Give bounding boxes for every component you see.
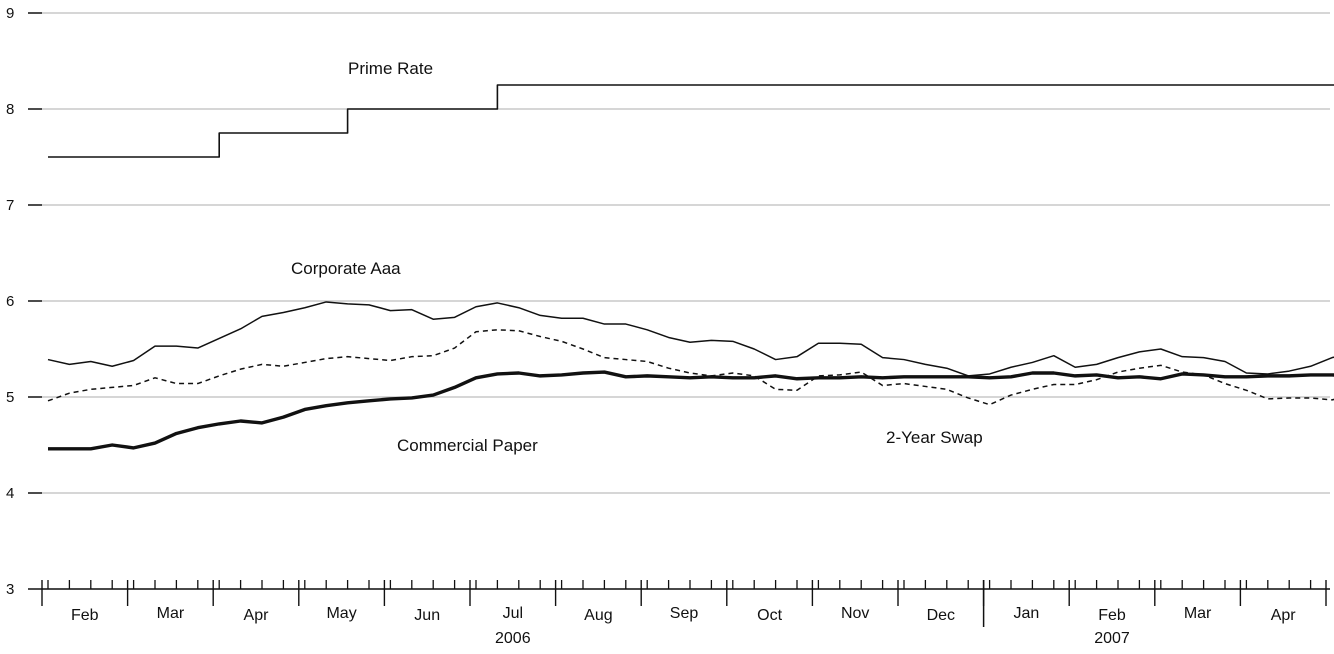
series-lines (47, 84, 1334, 451)
series-label-commercial-paper: Commercial Paper (397, 436, 538, 455)
series-line-corporate-aaa (47, 301, 1334, 377)
series-line-prime-rate (48, 84, 1334, 158)
x-month-label: Apr (1271, 607, 1297, 624)
y-axis: 3 4 5 6 7 8 9 (6, 5, 42, 598)
y-tick-label: 8 (6, 101, 14, 118)
x-month-label: Jul (503, 605, 523, 622)
x-year-label: 2006 (495, 630, 531, 647)
series-label-2-year-swap: 2-Year Swap (886, 428, 983, 447)
series-line-commercial-paper (48, 370, 1334, 451)
series-line-2-year-swap (47, 329, 1334, 406)
series-labels: Prime Rate Corporate Aaa 2-Year Swap Com… (291, 59, 983, 455)
y-tick-label: 6 (6, 293, 14, 310)
x-axis: Feb Mar Apr May Jun Jul 2006 Aug Sep Oct Nov Dec Jan… (41, 580, 1330, 647)
series-label-prime-rate: Prime Rate (348, 59, 433, 78)
x-month-label: Sep (670, 605, 699, 622)
y-tick-label: 4 (6, 485, 14, 502)
x-month-label: Mar (1184, 605, 1212, 622)
x-month-label: May (326, 605, 356, 622)
y-tick-label: 7 (6, 197, 14, 214)
x-month-label: Jan (1014, 605, 1040, 622)
x-month-label: Aug (584, 607, 612, 624)
gridlines (42, 12, 1330, 590)
x-month-label: Dec (927, 607, 955, 624)
x-month-label: Mar (157, 605, 185, 622)
y-tick-label: 9 (6, 5, 14, 22)
y-tick-label: 5 (6, 389, 14, 406)
x-year-label: 2007 (1094, 630, 1130, 647)
x-month-label: Oct (757, 607, 782, 624)
y-tick-label: 3 (6, 581, 14, 598)
x-month-label: Feb (71, 607, 99, 624)
x-month-label: Nov (841, 605, 869, 622)
x-month-label: Jun (414, 607, 440, 624)
x-month-label: Feb (1098, 607, 1126, 624)
x-month-label: Apr (244, 607, 270, 624)
series-label-corporate-aaa: Corporate Aaa (291, 259, 401, 278)
